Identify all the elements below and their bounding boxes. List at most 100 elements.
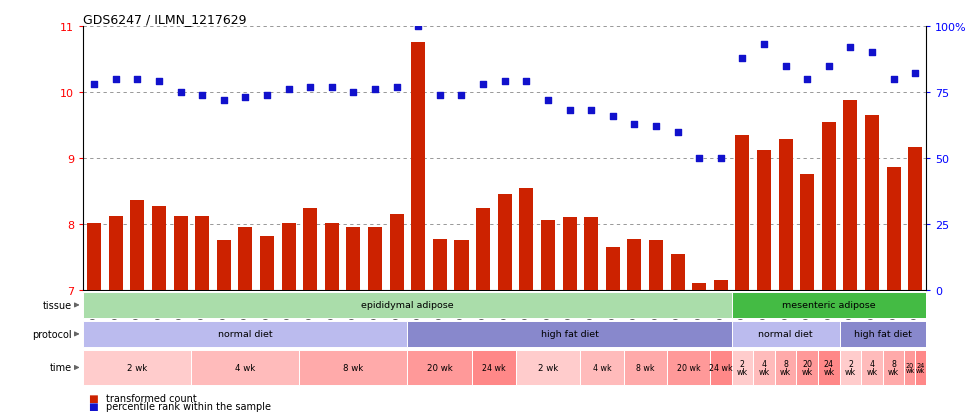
Point <box>129 76 145 83</box>
Point <box>800 76 815 83</box>
Point <box>843 45 858 51</box>
Bar <box>797 351 818 385</box>
Text: 24 wk: 24 wk <box>709 363 733 372</box>
Text: 2
wk: 2 wk <box>737 359 748 376</box>
Bar <box>757 151 771 290</box>
Bar <box>840 351 861 385</box>
Bar <box>83 351 191 385</box>
Point <box>259 92 274 99</box>
Bar <box>109 216 122 290</box>
Bar <box>300 351 408 385</box>
Bar <box>844 101 858 290</box>
Bar <box>191 351 300 385</box>
Bar <box>390 215 404 290</box>
Bar <box>915 351 926 385</box>
Bar <box>692 284 707 290</box>
Point <box>821 63 837 70</box>
Bar <box>83 292 732 318</box>
Point <box>324 84 340 91</box>
Text: high fat diet: high fat diet <box>854 330 911 339</box>
Bar <box>754 351 775 385</box>
Point <box>194 92 210 99</box>
Bar <box>735 135 750 290</box>
Point <box>237 95 253 101</box>
Bar <box>412 43 425 290</box>
Bar <box>408 351 472 385</box>
Bar <box>840 321 926 347</box>
Point <box>475 81 491 88</box>
Text: tissue: tissue <box>42 300 72 310</box>
Text: 2
wk: 2 wk <box>845 359 856 376</box>
Text: 2 wk: 2 wk <box>538 363 558 372</box>
Bar <box>710 351 732 385</box>
Text: 8
wk: 8 wk <box>780 359 791 376</box>
Bar <box>623 351 666 385</box>
Text: 4 wk: 4 wk <box>235 363 256 372</box>
Bar <box>887 168 901 290</box>
Point <box>172 90 188 96</box>
Bar <box>195 216 209 290</box>
Text: 20
wk: 20 wk <box>802 359 812 376</box>
Bar <box>732 321 840 347</box>
Bar <box>627 239 641 290</box>
Point <box>626 121 642 128</box>
Point <box>368 87 383 93</box>
Point <box>216 97 231 104</box>
Bar <box>260 236 274 290</box>
Bar <box>801 174 814 290</box>
Text: 20
wk: 20 wk <box>906 362 914 373</box>
Bar <box>775 351 797 385</box>
Bar <box>865 116 879 290</box>
Point <box>886 76 902 83</box>
Text: ■: ■ <box>88 401 98 411</box>
Text: ■: ■ <box>88 393 98 403</box>
Text: 24 wk: 24 wk <box>482 363 506 372</box>
Bar <box>606 247 619 290</box>
Text: 8
wk: 8 wk <box>888 359 900 376</box>
Bar <box>908 148 922 290</box>
Bar <box>584 218 598 290</box>
Bar <box>580 351 623 385</box>
Point <box>518 79 534 85</box>
Point <box>280 87 296 93</box>
Point <box>583 108 599 114</box>
Bar <box>905 351 915 385</box>
Bar <box>713 280 728 290</box>
Bar <box>217 240 231 290</box>
Text: 4
wk: 4 wk <box>759 359 769 376</box>
Point <box>757 42 772 49</box>
Text: 4
wk: 4 wk <box>866 359 878 376</box>
Point <box>669 129 685 135</box>
Bar <box>563 218 576 290</box>
Point <box>346 90 362 96</box>
Bar <box>324 223 339 290</box>
Text: 8 wk: 8 wk <box>636 363 655 372</box>
Bar <box>472 351 515 385</box>
Text: high fat diet: high fat diet <box>541 330 599 339</box>
Text: 4 wk: 4 wk <box>593 363 612 372</box>
Text: normal diet: normal diet <box>759 330 813 339</box>
Bar <box>818 351 840 385</box>
Bar <box>883 351 905 385</box>
Bar <box>649 240 663 290</box>
Point <box>497 79 513 85</box>
Bar <box>281 223 296 290</box>
Text: percentile rank within the sample: percentile rank within the sample <box>106 401 270 411</box>
Bar <box>476 208 490 290</box>
Bar <box>433 239 447 290</box>
Point <box>389 84 405 91</box>
Point <box>691 155 707 162</box>
Text: epididymal adipose: epididymal adipose <box>362 301 454 310</box>
Bar <box>368 227 382 290</box>
Point <box>713 155 729 162</box>
Point <box>411 24 426 30</box>
Point <box>907 71 923 78</box>
Bar <box>519 188 533 290</box>
Point <box>605 113 620 120</box>
Bar <box>515 351 580 385</box>
Bar <box>303 208 318 290</box>
Point <box>562 108 577 114</box>
Bar <box>732 292 926 318</box>
Bar <box>346 227 361 290</box>
Text: 20 wk: 20 wk <box>427 363 453 372</box>
